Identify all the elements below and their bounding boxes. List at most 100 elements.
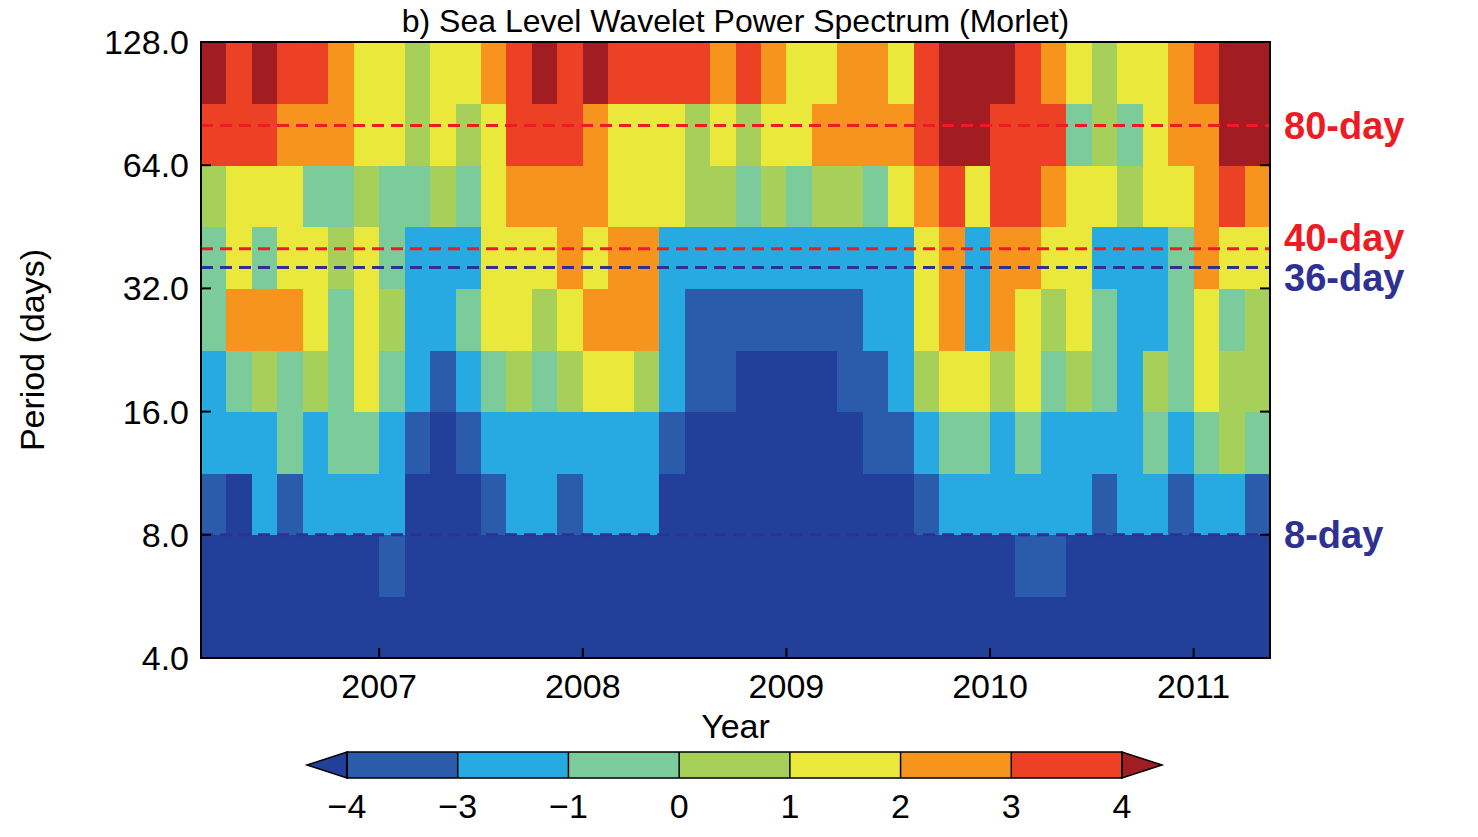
heat-cell — [583, 412, 609, 474]
y-tick-label: 8.0 — [142, 516, 189, 554]
heat-cell — [481, 535, 507, 597]
colorbar-label: 1 — [780, 787, 799, 825]
colorbar-tick — [1011, 752, 1013, 778]
heat-cell — [1117, 288, 1143, 350]
heat-cell — [1117, 350, 1143, 412]
heat-cell — [990, 412, 1016, 474]
heat-cell — [863, 350, 889, 412]
heat-cell — [583, 165, 609, 227]
heat-cell — [685, 288, 711, 350]
heat-cell — [634, 350, 660, 412]
y-tick-label: 32.0 — [123, 269, 189, 307]
heat-cell — [1015, 42, 1041, 104]
heat-cell — [914, 165, 940, 227]
heat-cell — [1194, 42, 1220, 104]
heat-cell — [837, 104, 863, 166]
heat-cell — [837, 350, 863, 412]
heat-cell — [583, 596, 609, 658]
heat-cell — [1092, 473, 1118, 535]
heat-cell — [226, 227, 252, 289]
heat-cell — [608, 288, 634, 350]
heat-cell — [252, 412, 278, 474]
heat-cell — [1219, 227, 1245, 289]
heat-cell — [456, 412, 482, 474]
heat-cell — [1143, 535, 1169, 597]
heat-cell — [226, 288, 252, 350]
heat-cell — [888, 596, 914, 658]
heat-cell — [1041, 412, 1067, 474]
heat-cell — [481, 288, 507, 350]
heat-cell — [1168, 350, 1194, 412]
heat-cell — [557, 165, 583, 227]
heat-cell — [1092, 104, 1118, 166]
heat-cell — [532, 165, 558, 227]
heat-cell — [379, 104, 405, 166]
heat-cell — [608, 596, 634, 658]
heat-cell — [303, 535, 329, 597]
heat-cell — [201, 473, 227, 535]
heat-cell — [914, 288, 940, 350]
heat-cell — [201, 535, 227, 597]
heat-cell — [430, 473, 456, 535]
x-tick-label: 2007 — [341, 667, 417, 705]
heat-cell — [201, 165, 227, 227]
heat-cell — [354, 412, 380, 474]
heat-cell — [710, 165, 736, 227]
colorbar-tick — [789, 752, 791, 778]
heat-cell — [634, 165, 660, 227]
heat-cell — [1117, 104, 1143, 166]
heat-cell — [328, 350, 354, 412]
heat-cell — [481, 473, 507, 535]
heat-cell — [1092, 350, 1118, 412]
heat-cell — [277, 42, 303, 104]
heat-cell — [888, 104, 914, 166]
heat-cell — [888, 165, 914, 227]
heat-cell — [1219, 350, 1245, 412]
heat-cell — [659, 288, 685, 350]
heat-cell — [1117, 412, 1143, 474]
heat-cell — [1168, 596, 1194, 658]
heat-cell — [430, 227, 456, 289]
heat-cell — [965, 165, 991, 227]
heat-cell — [328, 535, 354, 597]
heat-cell — [990, 42, 1016, 104]
heat-cell — [532, 227, 558, 289]
heat-cell — [557, 412, 583, 474]
heat-cell — [812, 42, 838, 104]
x-axis-title: Year — [701, 707, 770, 745]
heat-cell — [405, 104, 431, 166]
y-tick — [1260, 41, 1270, 43]
heat-cell — [939, 104, 965, 166]
heat-cell — [379, 473, 405, 535]
heat-cell — [1245, 473, 1270, 535]
heat-cell — [1168, 412, 1194, 474]
heat-cell — [252, 227, 278, 289]
colorbar-extend-low — [307, 752, 347, 778]
heat-cell — [1066, 104, 1092, 166]
heat-cell — [685, 596, 711, 658]
y-tick-label: 16.0 — [123, 393, 189, 431]
heat-cell — [786, 596, 812, 658]
heat-cell — [379, 288, 405, 350]
heat-cell — [965, 288, 991, 350]
heat-cell — [786, 288, 812, 350]
heat-cell — [430, 42, 456, 104]
heat-cell — [634, 473, 660, 535]
heat-cell — [1117, 473, 1143, 535]
heat-cell — [812, 535, 838, 597]
heat-cell — [583, 350, 609, 412]
colorbar-bin — [458, 752, 569, 778]
heat-cell — [990, 473, 1016, 535]
heat-cell — [659, 596, 685, 658]
heat-cell — [1194, 473, 1220, 535]
colorbar-label: −3 — [438, 787, 477, 825]
heat-cell — [685, 350, 711, 412]
heat-cell — [1143, 473, 1169, 535]
heat-cell — [736, 42, 762, 104]
heat-cell — [710, 288, 736, 350]
heat-cell — [583, 104, 609, 166]
heat-cell — [1066, 42, 1092, 104]
heat-cell — [608, 473, 634, 535]
heat-cell — [328, 288, 354, 350]
heat-cell — [1041, 535, 1067, 597]
